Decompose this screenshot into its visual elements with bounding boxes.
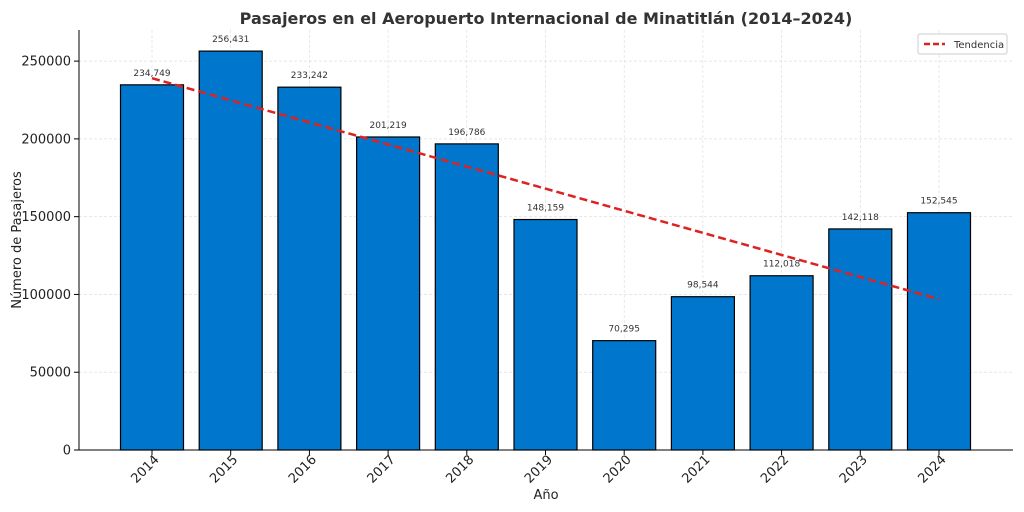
bar-2016 (277, 86, 342, 451)
x-tick-label-2020: 2020 (601, 453, 635, 487)
y-tick-label: 100000 (21, 288, 71, 303)
x-tick-label-2023: 2023 (837, 453, 871, 487)
bar-value-labels: 234,749 256,431 233,242 201,219 196,786 148,1… (133, 35, 957, 335)
chart-title: Pasajeros en el Aeropuerto Internacional… (240, 9, 853, 28)
x-tick-label-2018: 2018 (443, 453, 477, 487)
bar-2014 (119, 84, 185, 451)
bar-2015 (198, 50, 263, 451)
x-tick-label-2014: 2014 (129, 453, 163, 487)
y-tick-label: 0 (63, 444, 71, 459)
bar-value-label-2014: 234,749 (133, 69, 170, 79)
bar-value-label-2022: 112,018 (763, 260, 800, 270)
x-tick-label-2024: 2024 (916, 453, 950, 487)
bar-2024 (906, 212, 972, 451)
legend-box (917, 33, 1008, 55)
bar-value-label-2020: 70,295 (608, 325, 640, 335)
bar-value-label-2019: 148,159 (527, 204, 564, 214)
bar-value-label-2017: 201,219 (369, 121, 406, 131)
x-tick-label-2015: 2015 (207, 453, 241, 487)
legend-label-tendencia: Tendencia (953, 40, 1004, 51)
legend: Tendencia (917, 33, 1008, 55)
trend-series (151, 77, 940, 301)
y-ticks: 0 50000 100000 150000 200000 250000 (21, 55, 79, 459)
bar-2018 (434, 143, 499, 451)
y-axis-title: Número de Pasajeros (10, 171, 25, 309)
x-axis-title: Año (533, 488, 558, 503)
x-tick-label-2021: 2021 (679, 453, 713, 487)
bar-value-label-2024: 152,545 (920, 197, 957, 207)
bar-2021 (670, 296, 736, 451)
x-tick-label-2022: 2022 (758, 453, 792, 487)
bar-2022 (749, 275, 814, 451)
bar-2019 (513, 218, 578, 451)
x-tick-label-2016: 2016 (286, 453, 320, 487)
bar-2020 (592, 340, 657, 451)
y-tick-label: 150000 (21, 210, 71, 225)
x-tick-label-2017: 2017 (365, 453, 399, 487)
y-tick-label: 50000 (30, 366, 71, 381)
bar-value-label-2021: 98,544 (687, 281, 719, 291)
y-tick-label: 200000 (21, 132, 71, 147)
bar-value-label-2015: 256,431 (212, 35, 249, 45)
bar-2017 (356, 136, 421, 451)
y-tick-label: 250000 (21, 55, 71, 70)
x-tick-label-2019: 2019 (522, 453, 556, 487)
trend-line (151, 77, 940, 301)
bar-2023 (828, 228, 893, 451)
bar-value-label-2018: 196,786 (448, 128, 485, 138)
bar-value-label-2016: 233,242 (291, 71, 328, 81)
bar-value-label-2023: 142,118 (842, 213, 879, 223)
x-ticks: 2014 2015 2016 2017 2018 2019 2020 2021 2022 2023… (129, 450, 950, 487)
